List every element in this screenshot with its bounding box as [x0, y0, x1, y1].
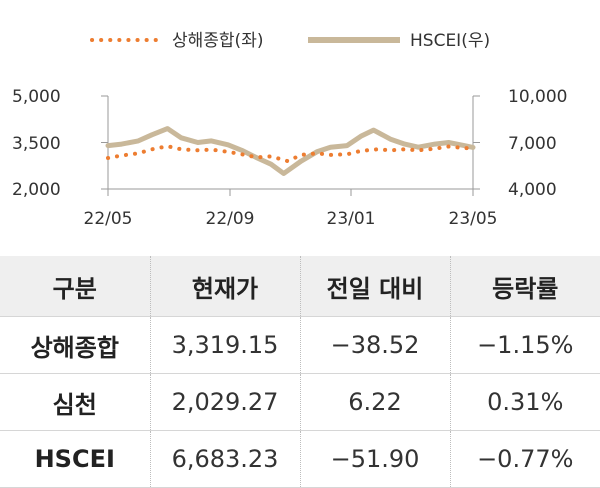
- left-tick-label: 5,000: [12, 87, 61, 107]
- row-change: −51.90: [299, 430, 450, 488]
- x-tick-label: 23/01: [327, 209, 376, 229]
- x-tick-label: 23/05: [449, 209, 498, 229]
- table-row: HSCEI 6,683.23 −51.90 −0.77%: [0, 430, 600, 488]
- legend: 상해종합(좌) HSCEI(우): [90, 31, 490, 51]
- row-price: 6,683.23: [149, 430, 300, 488]
- row-name: 상해종합: [0, 316, 150, 374]
- series-line-hscei: [105, 126, 476, 176]
- index-chart: 상해종합(좌) HSCEI(우) 5,000 3,500 2,000 10,00…: [12, 31, 567, 229]
- x-ticks: 22/05 22/09 23/01 23/05: [84, 189, 498, 229]
- row-name: HSCEI: [0, 430, 150, 488]
- col-header-price: 현재가: [149, 256, 300, 317]
- legend-label-shanghai: 상해종합(좌): [172, 31, 263, 51]
- right-tick-label: 7,000: [508, 134, 557, 154]
- row-change: 6.22: [299, 373, 450, 431]
- row-name: 심천: [0, 373, 150, 431]
- right-ticks: 10,000 7,000 4,000: [473, 87, 567, 200]
- legend-label-hscei: HSCEI(우): [410, 31, 490, 51]
- col-header-rate: 등락률: [449, 256, 600, 317]
- table-header-row: 구분 현재가 전일 대비 등락률: [0, 256, 600, 317]
- row-rate: −0.77%: [449, 430, 600, 488]
- col-header-category: 구분: [0, 256, 150, 317]
- row-price: 3,319.15: [149, 316, 300, 374]
- table-row: 심천 2,029.27 6.22 0.31%: [0, 373, 600, 431]
- row-rate: −1.15%: [449, 316, 600, 374]
- x-tick-label: 22/09: [206, 209, 255, 229]
- series-line-shanghai: [106, 144, 475, 164]
- right-tick-label: 4,000: [508, 180, 557, 200]
- left-ticks: 5,000 3,500 2,000: [12, 87, 108, 200]
- row-price: 2,029.27: [149, 373, 300, 431]
- right-tick-label: 10,000: [508, 87, 567, 107]
- index-table: 구분 현재가 전일 대비 등락률 상해종합 3,319.15 −38.52 −1…: [0, 256, 600, 488]
- row-change: −38.52: [299, 316, 450, 374]
- left-tick-label: 3,500: [12, 134, 61, 154]
- col-header-change: 전일 대비: [299, 256, 450, 317]
- x-tick-label: 22/05: [84, 209, 133, 229]
- row-rate: 0.31%: [449, 373, 600, 431]
- table-row: 상해종합 3,319.15 −38.52 −1.15%: [0, 316, 600, 374]
- left-tick-label: 2,000: [12, 180, 61, 200]
